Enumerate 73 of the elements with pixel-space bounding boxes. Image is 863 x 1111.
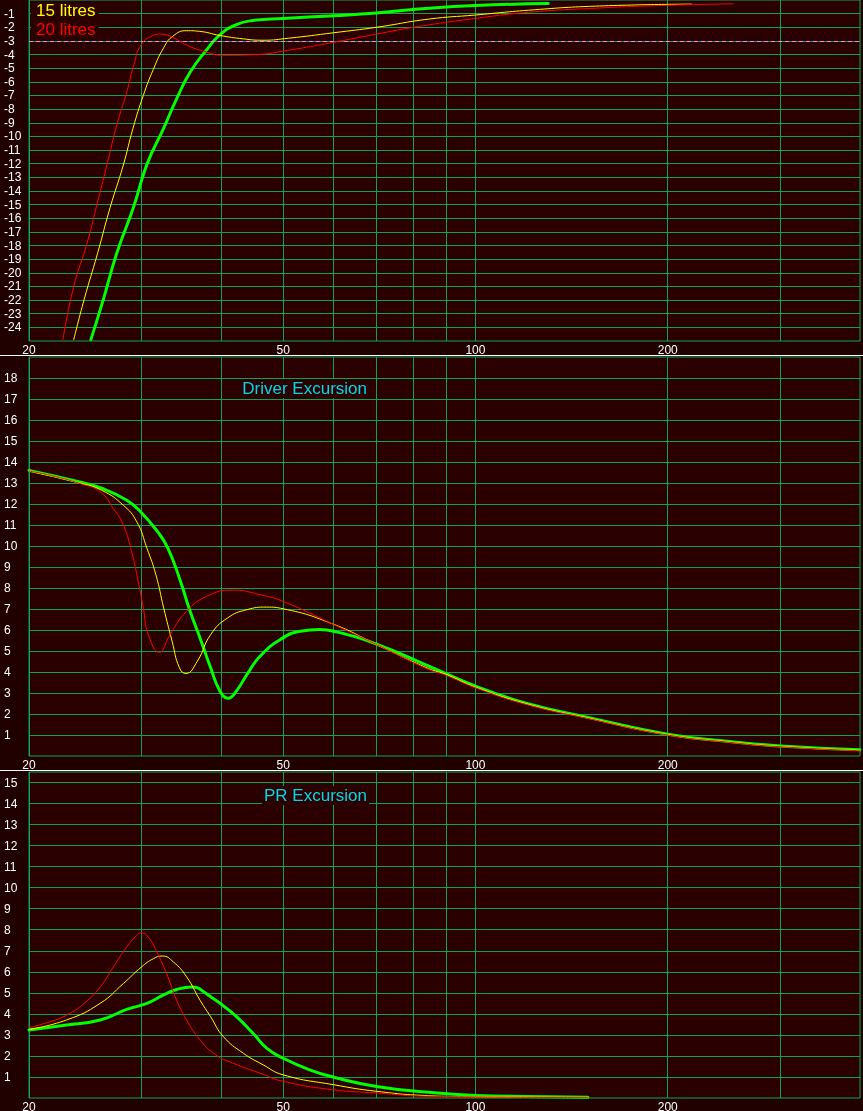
text: 20 litres [36, 20, 96, 39]
y-tick-label: 6 [4, 623, 11, 637]
y-tick-label: 16 [4, 413, 18, 427]
y-tick-label: -7 [4, 88, 15, 103]
y-tick-label: 4 [4, 665, 11, 679]
x-tick-label: 50 [276, 758, 291, 772]
y-tick-label: -13 [4, 170, 22, 185]
y-tick-label: 7 [4, 602, 11, 616]
y-tick-label: 4 [4, 1006, 11, 1021]
y-tick-label: -8 [4, 102, 15, 117]
y-tick-label: -12 [4, 156, 22, 171]
y-tick-label: 8 [4, 922, 11, 937]
x-tick-label: 50 [276, 1100, 291, 1111]
y-tick-label: -5 [4, 61, 15, 76]
x-tick-label: 200 [657, 343, 679, 357]
x-tick-label: 20 [22, 1100, 36, 1111]
y-tick-label: 1 [4, 728, 11, 742]
y-tick-label: -20 [4, 265, 22, 280]
text: 15 litres [36, 1, 96, 20]
y-tick-label: 18 [4, 371, 18, 385]
y-tick-label: 9 [4, 901, 11, 916]
x-tick-label: 200 [657, 1100, 679, 1111]
y-tick-label: -14 [4, 183, 22, 198]
y-tick-label: -23 [4, 306, 22, 321]
y-tick-label: 12 [4, 838, 18, 853]
y-tick-label: 3 [4, 1027, 11, 1042]
y-tick-label: 15 [4, 434, 18, 448]
y-tick-label: 1 [4, 1069, 11, 1084]
y-tick-label: -11 [4, 143, 21, 158]
x-tick-label: 100 [465, 343, 486, 357]
y-tick-label: -15 [4, 197, 22, 212]
y-tick-label: -6 [4, 74, 15, 89]
y-tick-label: -16 [4, 211, 22, 226]
y-tick-label: 3 [4, 686, 11, 700]
y-tick-label: 13 [4, 817, 18, 832]
y-tick-label: 14 [4, 796, 18, 811]
y-tick-label: 14 [4, 455, 18, 469]
y-tick-label: 2 [4, 707, 11, 721]
y-tick-label: 6 [4, 964, 11, 979]
y-tick-label: 9 [4, 560, 11, 574]
y-tick-label: 2 [4, 1048, 11, 1063]
x-tick-label: 20 [22, 343, 36, 357]
y-tick-label: 5 [4, 644, 11, 658]
y-tick-label: 13 [4, 476, 18, 490]
y-tick-label: -2 [4, 20, 15, 35]
y-tick-label: 11 [4, 859, 17, 874]
y-tick-label: 15 [4, 775, 18, 790]
y-tick-label: -1 [4, 6, 15, 21]
x-tick-label: 200 [657, 758, 679, 772]
y-tick-label: -10 [4, 129, 22, 144]
y-tick-label: 5 [4, 985, 11, 1000]
y-tick-label: -24 [4, 320, 22, 335]
y-tick-label: -17 [4, 224, 22, 239]
y-tick-label: 7 [4, 943, 11, 958]
x-tick-label: 50 [276, 343, 291, 357]
y-tick-label: -3 [4, 33, 15, 48]
x-tick-label: 20 [22, 758, 36, 772]
y-tick-label: 11 [4, 518, 17, 532]
text: PR Excursion [264, 786, 367, 805]
x-tick-label: 100 [465, 1100, 486, 1111]
y-tick-label: 10 [4, 880, 18, 895]
y-tick-label: -22 [4, 293, 22, 308]
x-tick-label: 100 [465, 758, 486, 772]
y-tick-label: -9 [4, 115, 15, 130]
y-tick-label: 10 [4, 539, 18, 553]
text: Driver Excursion [242, 379, 368, 398]
y-tick-label: 17 [4, 392, 18, 406]
y-tick-label: -4 [4, 47, 15, 62]
y-tick-label: -19 [4, 252, 22, 267]
y-tick-label: -18 [4, 238, 22, 253]
y-tick-label: -21 [4, 279, 22, 294]
y-tick-label: 12 [4, 497, 18, 511]
y-tick-label: 8 [4, 581, 11, 595]
